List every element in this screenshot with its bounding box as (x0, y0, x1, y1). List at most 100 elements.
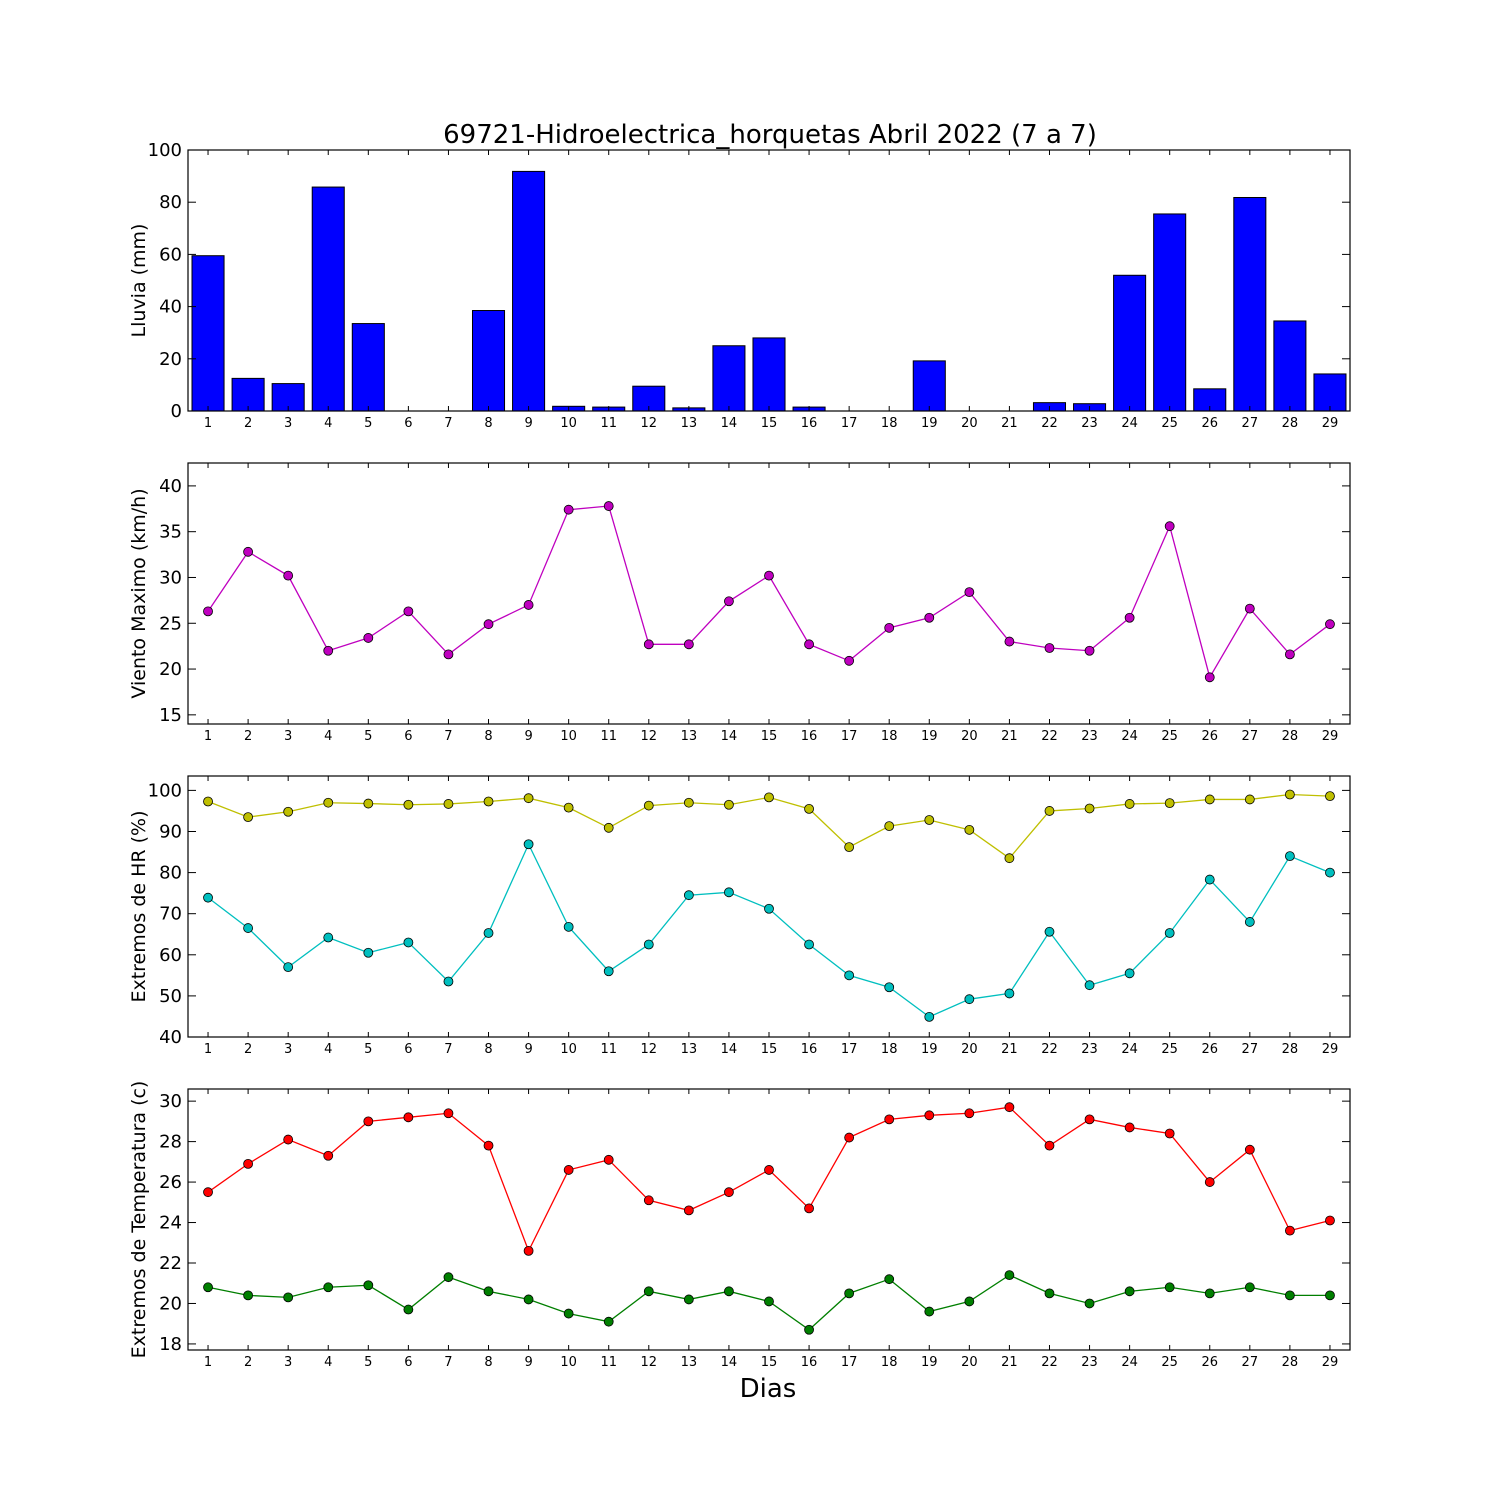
data-point-2-0-day-21 (1004, 853, 1015, 864)
data-point-1-0-day-3 (283, 570, 294, 581)
series-line-1-0 (207, 505, 1331, 679)
x-tick-label: 7 (444, 416, 452, 431)
data-point-2-1-day-27 (1244, 917, 1255, 927)
y-tick-label: 20 (159, 659, 182, 680)
x-tick-label: 27 (1242, 1042, 1259, 1057)
x-tick-label: 6 (404, 1355, 412, 1370)
data-point-2-1-day-26 (1204, 874, 1215, 885)
y-tick-label: 30 (159, 1091, 182, 1112)
x-tick-label: 3 (284, 729, 292, 744)
x-tick-label: 29 (1322, 1042, 1339, 1057)
data-point-2-1-day-21 (1004, 988, 1015, 999)
bar-day-29 (1313, 373, 1347, 412)
x-tick-label: 7 (444, 729, 452, 744)
data-point-2-1-day-20 (964, 994, 975, 1005)
data-point-2-1-day-15 (764, 903, 774, 914)
x-tick-label: 5 (364, 416, 372, 431)
x-tick-label: 6 (404, 1042, 412, 1057)
x-tick-label: 13 (681, 729, 698, 744)
data-point-3-1-day-20 (964, 1296, 975, 1307)
y-tick-label: 50 (159, 986, 182, 1007)
y-axis-label: Viento Maximo (km/h) (128, 488, 150, 698)
data-point-3-0-day-1 (203, 1187, 213, 1198)
data-point-1-0-day-14 (724, 596, 734, 607)
bar-day-27 (1233, 197, 1267, 412)
x-tick-label: 24 (1121, 729, 1138, 744)
y-tick-label: 40 (159, 476, 182, 497)
y-tick-label: 90 (159, 821, 182, 842)
data-point-3-0-day-27 (1244, 1144, 1255, 1155)
y-tick-label: 20 (159, 349, 182, 370)
data-point-1-0-day-24 (1124, 612, 1135, 623)
x-tick-label: 24 (1121, 1355, 1138, 1370)
data-point-1-0-day-26 (1204, 672, 1215, 683)
data-point-2-1-day-2 (243, 923, 254, 933)
data-point-3-0-day-29 (1325, 1215, 1335, 1226)
x-tick-label: 29 (1322, 729, 1339, 744)
y-tick-label: 25 (159, 613, 182, 634)
x-tick-label: 4 (324, 416, 332, 431)
x-tick-label: 23 (1081, 416, 1098, 431)
data-point-2-0-day-1 (203, 796, 213, 807)
data-point-1-0-day-4 (323, 645, 334, 656)
plot-frame-3 (187, 1088, 1351, 1351)
x-tick-label: 3 (284, 1042, 292, 1057)
x-tick-label: 28 (1282, 729, 1299, 744)
x-tick-label: 21 (1001, 1042, 1018, 1057)
data-point-3-0-day-7 (443, 1108, 454, 1119)
x-tick-label: 11 (600, 1042, 617, 1057)
x-tick-label: 11 (600, 416, 617, 431)
x-tick-label: 28 (1282, 416, 1299, 431)
data-point-2-1-day-14 (724, 887, 734, 898)
data-point-3-1-day-15 (764, 1296, 774, 1307)
data-point-2-0-day-6 (403, 799, 414, 810)
x-tick-label: 26 (1201, 1355, 1218, 1370)
x-tick-label: 15 (761, 1355, 778, 1370)
x-tick-label: 11 (600, 729, 617, 744)
x-axis-label: Dias (740, 1374, 797, 1404)
data-point-1-0-day-25 (1164, 521, 1175, 532)
x-tick-label: 28 (1282, 1042, 1299, 1057)
x-tick-label: 17 (841, 1355, 858, 1370)
x-tick-label: 9 (524, 1355, 532, 1370)
x-tick-label: 25 (1161, 729, 1178, 744)
data-point-3-0-day-20 (964, 1108, 975, 1119)
x-tick-label: 8 (484, 1042, 492, 1057)
data-point-3-1-day-2 (243, 1290, 254, 1301)
x-tick-label: 26 (1201, 416, 1218, 431)
x-tick-label: 9 (524, 416, 532, 431)
data-point-2-0-day-28 (1284, 789, 1295, 800)
x-tick-label: 19 (921, 416, 938, 431)
x-tick-label: 19 (921, 729, 938, 744)
data-point-1-0-day-29 (1325, 619, 1335, 630)
data-point-3-0-day-4 (323, 1150, 334, 1161)
data-point-2-1-day-19 (924, 1011, 935, 1022)
x-tick-label: 10 (560, 1042, 577, 1057)
data-point-2-1-day-18 (884, 982, 895, 993)
data-point-2-1-day-3 (283, 962, 294, 973)
x-tick-label: 25 (1161, 416, 1178, 431)
x-tick-label: 18 (881, 729, 898, 744)
data-point-2-1-day-10 (563, 921, 574, 932)
x-tick-label: 3 (284, 1355, 292, 1370)
data-point-3-0-day-17 (844, 1132, 855, 1143)
data-point-2-0-day-20 (964, 824, 975, 835)
data-point-1-0-day-1 (203, 606, 213, 617)
data-point-3-1-day-1 (203, 1282, 213, 1293)
x-tick-label: 19 (921, 1042, 938, 1057)
data-point-3-1-day-8 (483, 1286, 494, 1297)
data-point-2-0-day-2 (243, 812, 254, 823)
x-tick-label: 8 (484, 1355, 492, 1370)
y-tick-label: 35 (159, 522, 182, 543)
x-tick-label: 22 (1041, 416, 1058, 431)
data-point-3-0-day-13 (683, 1205, 694, 1216)
data-point-2-0-day-3 (283, 806, 294, 817)
data-point-2-1-day-11 (603, 966, 614, 977)
data-point-3-0-day-8 (483, 1140, 494, 1151)
data-point-3-0-day-10 (563, 1165, 574, 1175)
x-tick-label: 13 (681, 1042, 698, 1057)
x-tick-label: 15 (761, 416, 778, 431)
x-tick-label: 16 (801, 1355, 818, 1370)
